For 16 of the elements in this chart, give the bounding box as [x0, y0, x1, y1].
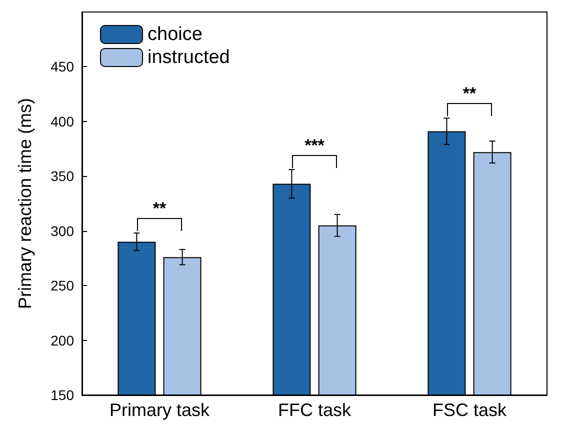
x-tick-label: FFC task [278, 400, 352, 420]
y-tick-label: 450 [50, 58, 74, 75]
y-tick-label: 400 [50, 113, 74, 130]
legend-label: instructed [148, 47, 230, 68]
y-tick-label: 350 [50, 168, 74, 184]
y-tick-label: 150 [50, 387, 74, 403]
y-tick-label: 250 [50, 278, 74, 294]
annotation: *** [304, 136, 324, 156]
annotation: ** [152, 199, 166, 220]
y-tick-label: 200 [50, 332, 74, 348]
annotation: ** [462, 84, 476, 104]
x-tick-label: Primary task [109, 400, 211, 420]
x-tick-label: FSC task [432, 400, 508, 420]
legend-label: choice [148, 24, 202, 45]
y-axis-title: Primary reaction time (ms) [15, 98, 35, 310]
y-tick-label: 300 [50, 222, 74, 239]
